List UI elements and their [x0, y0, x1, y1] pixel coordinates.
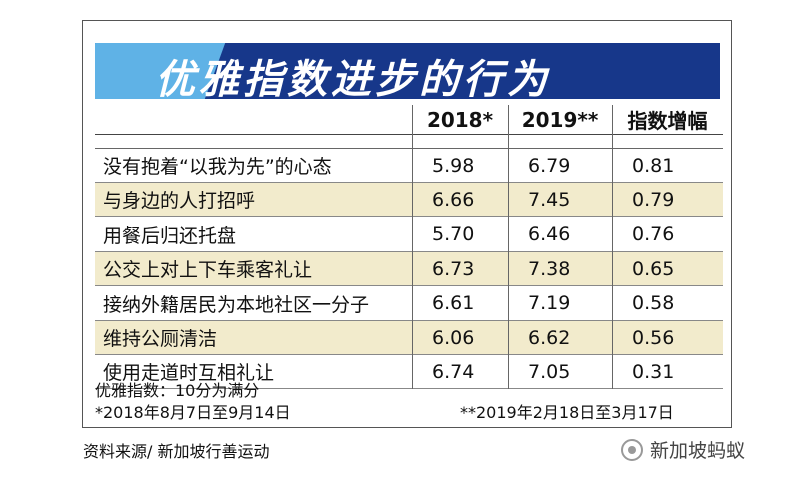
- table-row: 用餐后归还托盘 5.70 6.46 0.76: [95, 218, 723, 252]
- header-row: 2018* 2019** 指数增幅: [95, 105, 723, 135]
- row-label: 与身边的人打招呼: [103, 190, 256, 213]
- cell-value: 7.19: [528, 292, 571, 315]
- watermark-text: 新加坡蚂蚁: [650, 440, 746, 462]
- cell-value: 6.66: [432, 188, 475, 211]
- column-header: 2018*: [426, 107, 494, 132]
- cell-value: 0.65: [632, 257, 675, 280]
- cell-value: 6.74: [432, 360, 475, 383]
- table-row: 接纳外籍居民为本地社区一分子 6.61 7.19 0.58: [95, 287, 723, 321]
- title-banner: 优雅指数进步的行为: [95, 43, 720, 99]
- column-divider: [508, 105, 509, 389]
- cell-value: 6.62: [528, 326, 571, 349]
- top-rule: [95, 148, 723, 149]
- row-label: 使用走道时互相礼让: [103, 362, 275, 385]
- cell-value: 6.06: [432, 326, 475, 349]
- cell-value: 7.45: [528, 188, 571, 211]
- watermark-icon: [621, 438, 643, 461]
- cell-value: 6.73: [432, 257, 475, 280]
- watermark: 新加坡蚂蚁: [620, 436, 745, 463]
- table-row: 维持公厕清洁 6.06 6.62 0.56: [95, 321, 723, 355]
- cell-value: 5.70: [432, 223, 475, 246]
- cell-value: 6.61: [432, 292, 475, 315]
- row-label: 没有抱着“以我为先”的心态: [103, 156, 332, 178]
- cell-value: 0.76: [632, 223, 675, 246]
- cell-value: 0.81: [632, 154, 675, 177]
- cell-value: 0.56: [632, 326, 675, 349]
- title: 优雅指数进步的行为: [155, 57, 551, 99]
- table-row: 没有抱着“以我为先”的心态 5.98 6.79 0.81: [95, 149, 723, 183]
- cell-value: 7.38: [528, 257, 571, 280]
- column-header: 2019**: [521, 107, 599, 132]
- note: 优雅指数：10分为满分: [95, 381, 260, 400]
- row-label: 公交上对上下车乘客礼让: [103, 259, 313, 282]
- cell-value: 0.58: [632, 292, 675, 315]
- table-row: 使用走道时互相礼让 6.74 7.05 0.31: [95, 355, 723, 390]
- table-card: 优雅指数进步的行为 2018* 2019** 指数增幅没有抱着“以我为先”的心态 5.…: [82, 20, 732, 428]
- row-label: 用餐后归还托盘: [103, 224, 237, 247]
- table-row: 公交上对上下车乘客礼让 6.73 7.38 0.65: [95, 252, 723, 287]
- cell-value: 6.46: [528, 223, 571, 246]
- column-divider: [612, 105, 613, 389]
- source: 资料来源/ 新加坡行善运动: [83, 442, 270, 461]
- table-row: 与身边的人打招呼 6.66 7.45 0.79: [95, 183, 723, 218]
- column-header: 指数增幅: [627, 109, 708, 133]
- cell-value: 7.05: [528, 360, 571, 383]
- note: **2019年2月18日至3月17日: [460, 403, 674, 422]
- column-divider: [412, 105, 413, 389]
- row-label: 接纳外籍居民为本地社区一分子: [103, 293, 370, 316]
- row-label: 维持公厕清洁: [103, 328, 218, 350]
- cell-value: 0.79: [632, 188, 675, 211]
- cell-value: 0.31: [632, 360, 675, 383]
- cell-value: 5.98: [432, 154, 475, 177]
- cell-value: 6.79: [528, 154, 571, 177]
- note: *2018年8月7日至9月14日: [95, 403, 291, 422]
